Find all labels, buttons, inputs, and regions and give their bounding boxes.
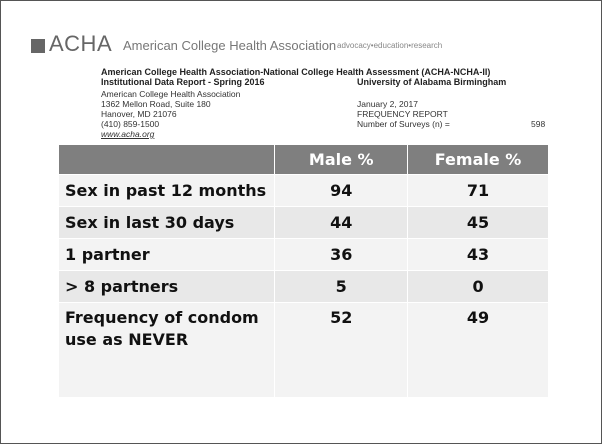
address-line: American College Health Association <box>101 89 241 99</box>
header-row: Male % Female % <box>57 144 549 175</box>
data-table: Male % Female % Sex in past 12 months 94 71… <box>57 144 549 398</box>
table-row: Frequency of condom use as NEVER 52 49 <box>57 302 549 398</box>
logo-icon <box>31 39 45 53</box>
website: www.acha.org <box>101 129 155 139</box>
row-label: > 8 partners <box>57 270 276 303</box>
value-cell: 5 <box>274 270 409 303</box>
value-cell: 43 <box>407 238 549 271</box>
value-cell: 36 <box>274 238 409 271</box>
column-header: Female % <box>407 144 549 175</box>
report-type: FREQUENCY REPORT <box>357 109 448 119</box>
table-row: 1 partner 36 43 <box>57 238 549 271</box>
column-header <box>57 144 276 175</box>
value-cell: 94 <box>274 174 409 207</box>
table-row: > 8 partners 5 0 <box>57 270 549 303</box>
row-label: 1 partner <box>57 238 276 271</box>
value-cell: 52 <box>274 302 409 398</box>
surveys-label: Number of Surveys (n) = <box>357 119 450 129</box>
table-row: Sex in last 30 days 44 45 <box>57 206 549 239</box>
institution: University of Alabama Birmingham <box>357 77 507 87</box>
value-cell: 45 <box>407 206 549 239</box>
address-line: (410) 859-1500 <box>101 119 160 129</box>
value-cell: 71 <box>407 174 549 207</box>
row-label: Sex in last 30 days <box>57 206 276 239</box>
row-label: Frequency of condom use as NEVER <box>57 302 276 398</box>
logo: ACHA <box>49 31 113 56</box>
table-body: Sex in past 12 months 94 71 Sex in last 30 … <box>57 174 549 398</box>
report-name: Institutional Data Report - Spring 2016 <box>101 77 265 87</box>
table-row: Sex in past 12 months 94 71 <box>57 174 549 207</box>
surveys-count: 598 <box>531 119 546 129</box>
organization: American College Health Association <box>123 38 337 53</box>
address-line: Hanover, MD 21076 <box>101 109 177 119</box>
address-line: 1362 Mellon Road, Suite 180 <box>101 99 211 109</box>
tagline: advocacy•education•research <box>337 41 443 50</box>
value-cell: 49 <box>407 302 549 398</box>
report-date: January 2, 2017 <box>357 99 418 109</box>
survey-name: American College Health Association-Nati… <box>101 67 491 77</box>
row-label: Sex in past 12 months <box>57 174 276 207</box>
value-cell: 44 <box>274 206 409 239</box>
value-cell: 0 <box>407 270 549 303</box>
column-header: Male % <box>274 144 409 175</box>
